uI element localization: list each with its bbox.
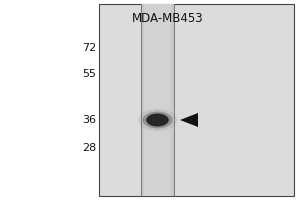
- Bar: [144, 4, 171, 196]
- Text: MDA-MB453: MDA-MB453: [132, 12, 204, 25]
- Bar: [99, 4, 294, 196]
- Text: 28: 28: [82, 143, 96, 153]
- Bar: [141, 4, 174, 196]
- Ellipse shape: [138, 109, 177, 131]
- Polygon shape: [180, 113, 198, 127]
- Ellipse shape: [146, 114, 169, 127]
- Text: 55: 55: [82, 69, 96, 79]
- Text: 72: 72: [82, 43, 96, 53]
- Ellipse shape: [142, 112, 172, 129]
- Text: 36: 36: [82, 115, 96, 125]
